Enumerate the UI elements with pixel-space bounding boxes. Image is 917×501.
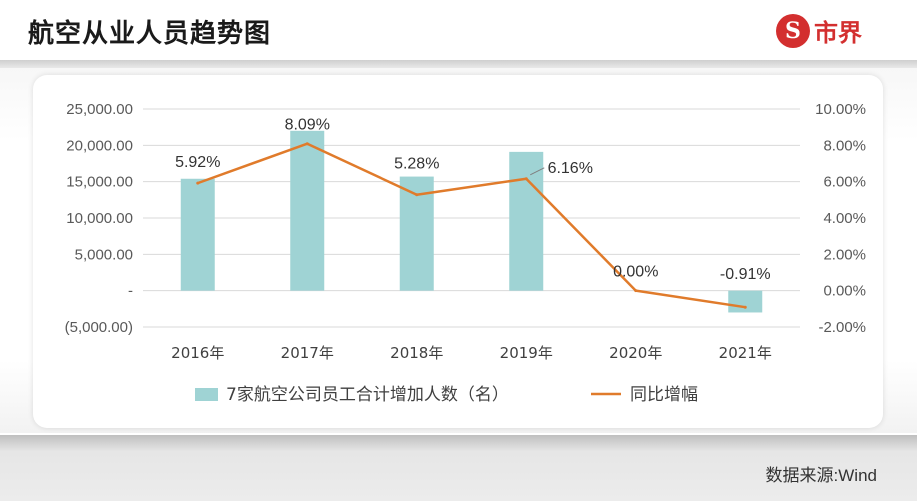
- header: 航空从业人员趋势图 S 市界: [0, 0, 917, 60]
- left-tick-label: -: [128, 283, 133, 300]
- bar: [290, 130, 325, 291]
- left-tick-label: 25,000.00: [66, 101, 133, 118]
- brand-logo: S 市界: [776, 13, 862, 48]
- chart-title: 航空从业人员趋势图: [28, 19, 272, 49]
- bottom-bar: [0, 435, 917, 501]
- bar: [728, 290, 763, 313]
- category-label: 2017年: [281, 344, 334, 362]
- right-tick-label: -2.00%: [818, 319, 866, 336]
- line-point: [196, 181, 200, 185]
- left-tick-label: (5,000.00): [65, 319, 133, 336]
- left-tick-label: 15,000.00: [66, 174, 133, 191]
- data-label: 8.09%: [285, 117, 330, 134]
- data-label: 0.00%: [613, 264, 658, 281]
- right-tick-label: 0.00%: [823, 283, 866, 300]
- category-label: 2019年: [500, 344, 553, 362]
- line-point: [634, 289, 638, 293]
- line-point: [415, 193, 419, 197]
- data-label: 5.92%: [175, 154, 220, 171]
- line-point: [305, 142, 309, 146]
- category-label: 2016年: [171, 344, 224, 362]
- category-label: 2018年: [390, 344, 443, 362]
- right-tick-label: 4.00%: [823, 210, 866, 227]
- left-tick-label: 10,000.00: [66, 210, 133, 227]
- logo-text: 市界: [814, 19, 862, 47]
- growth-line: [197, 142, 746, 309]
- source-note: 数据来源:Wind: [765, 466, 877, 485]
- legend-line-label: 同比增幅: [630, 385, 698, 405]
- s-circle-logo-icon: S: [776, 13, 810, 48]
- right-tick-label: 8.00%: [823, 137, 866, 154]
- right-tick-label: 6.00%: [823, 174, 866, 191]
- line-point: [743, 305, 747, 309]
- data-label: -0.91%: [720, 266, 771, 283]
- left-tick-label: 20,000.00: [66, 137, 133, 154]
- right-tick-label: 2.00%: [823, 246, 866, 263]
- line-point: [524, 177, 528, 181]
- category-label: 2021年: [719, 344, 772, 362]
- data-label: 5.28%: [394, 156, 439, 173]
- category-label: 2020年: [609, 344, 662, 362]
- right-tick-label: 10.00%: [815, 101, 866, 118]
- data-label: 6.16%: [548, 160, 593, 177]
- bar: [509, 151, 544, 291]
- chart-card: [33, 75, 883, 428]
- leader-line: [530, 167, 545, 176]
- top-divider: [0, 60, 917, 68]
- legend-bar-label: 7家航空公司员工合计增加人数（名）: [226, 385, 509, 405]
- legend-bar-swatch: [195, 388, 218, 401]
- bar: [180, 178, 215, 291]
- left-tick-label: 5,000.00: [75, 246, 133, 263]
